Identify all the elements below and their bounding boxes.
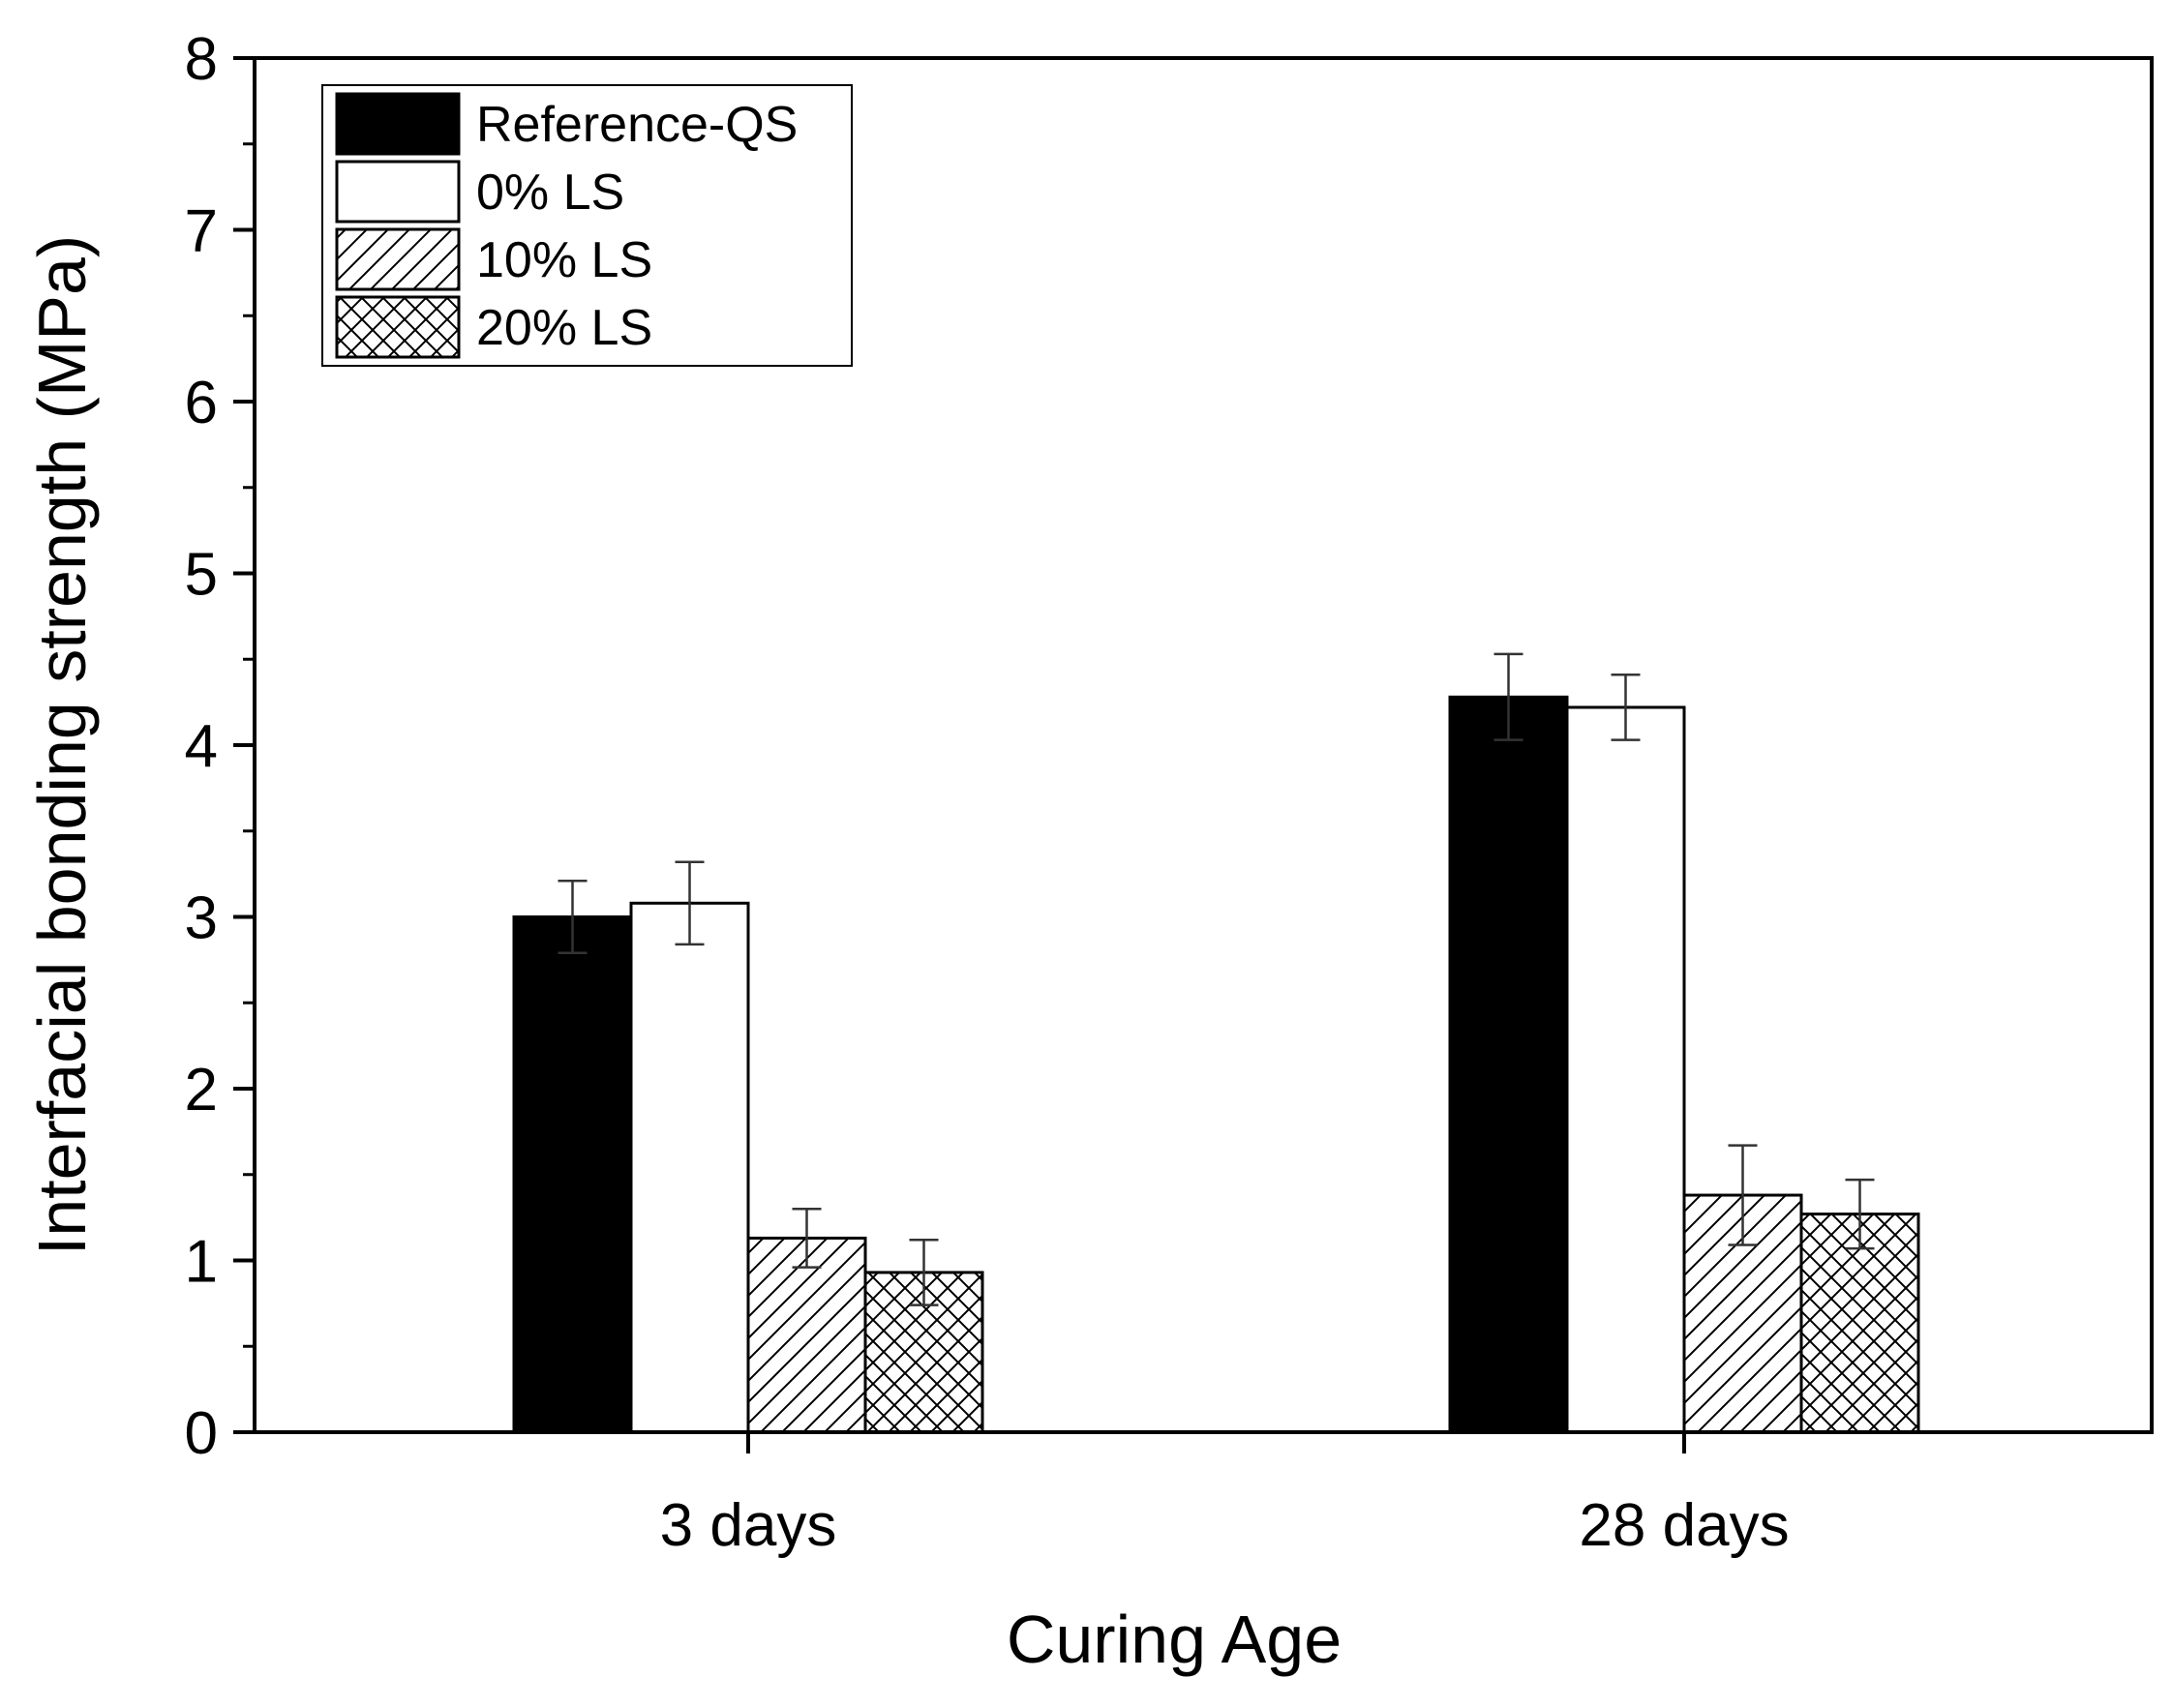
error-bar-20pct-ls-28-days (1845, 1178, 1875, 1250)
error-bar-10pct-ls-28-days (1728, 1144, 1758, 1246)
x-axis: 3 days 28 days (660, 1432, 1790, 1559)
legend-label-0pct-ls: 0% LS (476, 165, 624, 221)
y-axis-label: Interfacial bonding strength (MPa) (24, 235, 100, 1255)
legend-swatch-10pct-ls (335, 227, 461, 291)
legend-item-0pct-ls: 0% LS (335, 160, 624, 224)
legend-swatch-reference-qs (335, 92, 461, 156)
x-tick-label-28-days: 28 days (1579, 1492, 1789, 1559)
error-bar-0pct-ls-28-days (1611, 673, 1641, 741)
y-tick-label-3: 3 (185, 885, 218, 952)
error-bars-layer (558, 652, 1875, 1306)
bars-layer (512, 695, 1920, 1434)
y-tick-label-0: 0 (185, 1400, 218, 1467)
y-tick-label-4: 4 (185, 713, 218, 780)
legend-item-20pct-ls: 20% LS (335, 295, 652, 359)
error-bar-reference-qs-28-days (1493, 652, 1523, 741)
legend-item-10pct-ls: 10% LS (335, 227, 652, 291)
y-tick-label-1: 1 (185, 1229, 218, 1296)
legend-label-20pct-ls: 20% LS (476, 300, 652, 356)
legend-swatch-0pct-ls (335, 160, 461, 224)
y-tick-label-2: 2 (185, 1057, 218, 1124)
x-tick-label-3-days: 3 days (660, 1492, 837, 1559)
y-tick-label-8: 8 (185, 26, 218, 93)
x-axis-label: Curing Age (1007, 1602, 1342, 1677)
legend-label-reference-qs: Reference-QS (476, 97, 798, 153)
error-bar-20pct-ls-3-days (909, 1238, 939, 1306)
y-tick-label-6: 6 (185, 370, 218, 436)
bar-20pct-ls-28-days (1799, 1213, 1920, 1434)
bar-reference-qs-3-days (512, 915, 633, 1434)
legend: Reference-QS 0% LS 10% LS 20% LS (321, 84, 853, 367)
error-bar-10pct-ls-3-days (792, 1208, 822, 1269)
y-axis: 0 1 2 3 4 5 6 7 8 (185, 26, 255, 1467)
legend-label-10pct-ls: 10% LS (476, 232, 652, 288)
error-bar-reference-qs-3-days (558, 879, 588, 955)
bar-0pct-ls-28-days (1565, 705, 1686, 1434)
legend-item-reference-qs: Reference-QS (335, 92, 798, 156)
bar-0pct-ls-3-days (629, 901, 750, 1434)
y-tick-label-5: 5 (185, 542, 218, 609)
bar-reference-qs-28-days (1448, 695, 1569, 1434)
error-bar-0pct-ls-3-days (675, 860, 705, 946)
legend-swatch-20pct-ls (335, 295, 461, 359)
bar-10pct-ls-3-days (746, 1236, 867, 1434)
y-tick-label-7: 7 (185, 198, 218, 265)
